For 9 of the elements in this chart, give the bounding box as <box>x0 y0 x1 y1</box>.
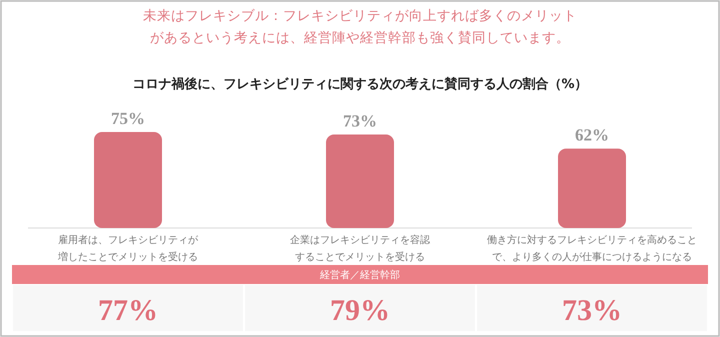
data-label: 73% <box>343 112 377 131</box>
x-tick-label: 雇用者は、フレキシビリティが増したことでメリットを受ける <box>57 234 199 263</box>
x-tick-label: 働き方に対するフレキシビリティを高めることで、より多くの人が仕事につけるようになる <box>487 234 697 263</box>
chart-subtitle: コロナ禍後に、フレキシビリティに関する次の考えに賛同する人の割合（%） <box>132 76 588 92</box>
data-label: 62% <box>575 126 609 145</box>
x-tick-label: 企業はフレキシビリティを容認することでメリットを受ける <box>290 234 430 263</box>
chart-title: 未来はフレキシブル：フレキシビリティが向上すれば多くのメリットがあるという考えには、経営陣や経営幹部も強く賛同しています。 <box>143 8 577 46</box>
data-label: 75% <box>111 109 145 128</box>
summary-table: 経営者／経営幹部 77% 79% 73% <box>12 265 708 331</box>
